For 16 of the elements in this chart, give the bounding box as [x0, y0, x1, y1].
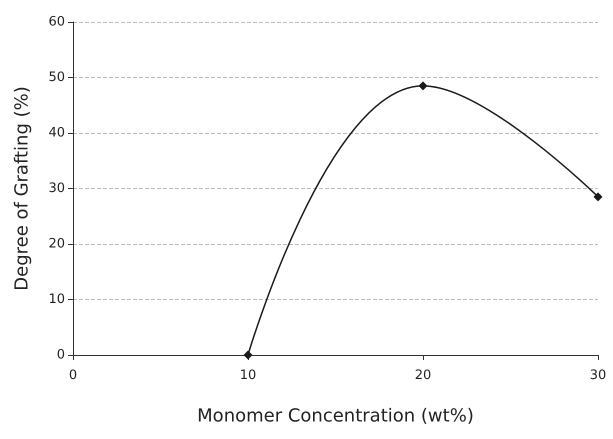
y-tick-label: 30: [48, 181, 65, 196]
y-tick-label: 0: [56, 348, 65, 362]
y-tick-label: 10: [48, 292, 65, 307]
y-tick-label: 20: [48, 236, 65, 252]
y-tick-label: 40: [48, 126, 65, 140]
x-tick-label: 0: [68, 368, 78, 383]
x-tick-label: 10: [240, 368, 256, 383]
x-tick-label: 30: [590, 368, 606, 383]
x-axis-title: Monomer Concentration (wt%): [197, 406, 474, 426]
x-tick-label: 20: [414, 368, 432, 383]
y-tick-label: 60: [48, 14, 65, 30]
point: [244, 350, 252, 360]
point: [594, 192, 602, 202]
y-tick-label: 50: [48, 70, 65, 85]
y-axis-title: Degree of Grafting (%): [12, 86, 32, 291]
point: [418, 81, 428, 90]
